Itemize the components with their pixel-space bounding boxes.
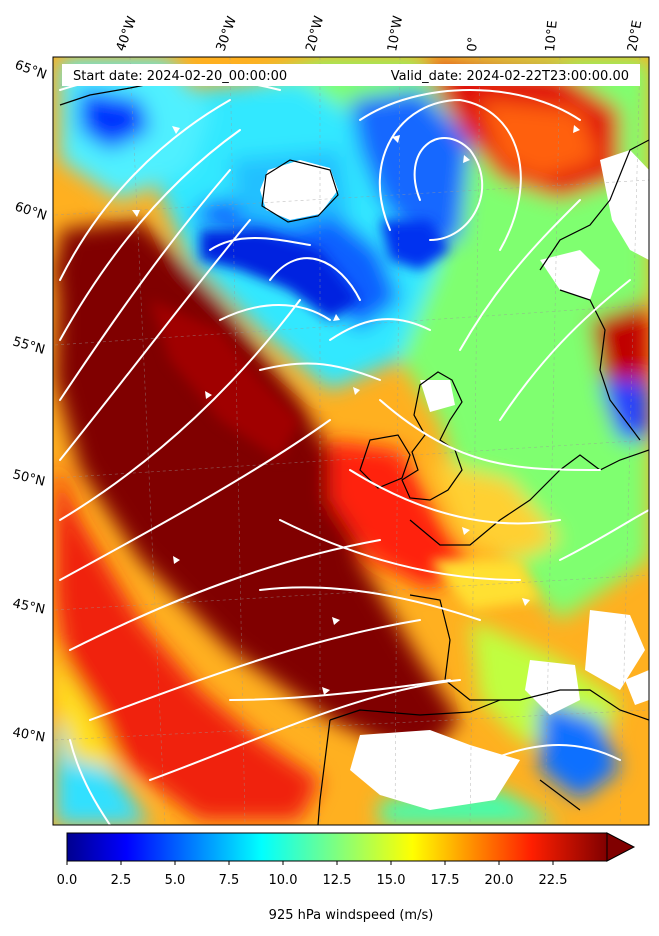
streamline (59, 419, 331, 581)
streamline (69, 739, 111, 825)
masked-regions (260, 150, 649, 810)
colorbar-tick-label: 22.5 (539, 873, 568, 888)
streamline (269, 257, 361, 301)
iberia-west-coast (317, 719, 331, 825)
streamline-arrow (332, 617, 340, 625)
streamline (359, 89, 581, 121)
lon-label-0: 0° (465, 36, 481, 52)
streamline (69, 539, 381, 651)
lon-label-10e: 10°E (543, 20, 561, 52)
iceland-coast (261, 159, 339, 223)
lat-label-45n: 45°N (11, 596, 46, 617)
streamline-cyclone (413, 137, 484, 241)
streamline (219, 304, 331, 321)
iberia-north-coast (329, 699, 501, 721)
streamline-arrow (172, 126, 180, 134)
iceland-mask (260, 160, 338, 220)
norway-coast (539, 139, 649, 271)
norway-mask (540, 250, 600, 300)
ireland-coast (359, 434, 411, 489)
massif-mask (525, 660, 580, 715)
lat-label-55n: 55°N (11, 334, 47, 357)
start-date-label: Start date: 2024-02-20_00:00:00 (73, 69, 287, 84)
lon-label-30w: 30°W (214, 14, 240, 53)
balkans-mask (625, 670, 649, 705)
colorbar-tick-label: 20.0 (485, 873, 514, 888)
streamline-arrow (522, 598, 530, 606)
streamline (149, 679, 461, 781)
streamline (59, 169, 231, 401)
colorbar-tick-label: 17.5 (431, 873, 460, 888)
streamline-arrow (463, 155, 470, 163)
streamline-arrow (573, 125, 580, 133)
streamline-cyclone (378, 98, 522, 251)
streamline (489, 744, 621, 761)
latitude-labels: 65°N 60°N 55°N 50°N 45°N 40°N (11, 58, 49, 746)
map-frame (52, 56, 650, 826)
streamline (379, 399, 601, 471)
windspeed-map (53, 57, 649, 825)
streamline-arrow (132, 210, 140, 217)
britain-coast (401, 371, 463, 501)
streamline (59, 99, 231, 281)
streamline (59, 299, 301, 521)
streamline-arrow (173, 556, 180, 564)
streamlines (59, 74, 649, 825)
streamline (279, 519, 521, 581)
med-coast (539, 779, 581, 811)
streamline (209, 237, 311, 251)
streamline-arrow (353, 387, 360, 395)
streamline (89, 619, 421, 721)
streamline-arrow (392, 135, 400, 143)
streamline-arrow (462, 527, 470, 535)
streamline-arrow (322, 687, 330, 695)
colorbar-tick-label: 2.5 (111, 873, 132, 888)
longitude-labels: 40°W 30°W 20°W 10°W 0° 10°E 20°E (114, 14, 646, 53)
streamline-arrow (205, 391, 212, 399)
colorbar-tick-label: 12.5 (323, 873, 352, 888)
streamline (259, 362, 381, 381)
valid-date-label: Valid_date: 2024-02-22T23:00:00.00 (391, 69, 629, 84)
colorbar: 0.0 2.5 5.0 7.5 10.0 12.5 15.0 17.5 20.0 22.5 925… (57, 832, 636, 923)
streamline (259, 586, 481, 621)
iberia-mask (350, 730, 520, 810)
lon-label-20w: 20°W (303, 14, 327, 53)
scotland-mask (420, 380, 455, 412)
streamline (329, 318, 431, 341)
colorbar-extend-arrow (606, 832, 636, 862)
colorbar-tick-label: 10.0 (269, 873, 298, 888)
lat-label-60n: 60°N (13, 200, 49, 224)
streamline-arrows (132, 125, 580, 695)
colorbar-tick-label: 0.0 (57, 873, 78, 888)
colorbar-gradient (67, 833, 607, 861)
streamline-arrow (333, 314, 340, 321)
lon-label-20e: 20°E (625, 19, 645, 52)
streamline (59, 129, 241, 341)
streamline (349, 469, 561, 525)
colorbar-label: 925 hPa windspeed (m/s) (269, 908, 434, 923)
lon-label-40w: 40°W (114, 14, 140, 53)
lat-label-40n: 40°N (11, 725, 46, 745)
colorbar-ticks: 0.0 2.5 5.0 7.5 10.0 12.5 15.0 17.5 20.0 22.5 (57, 861, 568, 888)
streamline (59, 219, 251, 461)
streamline (229, 679, 451, 701)
colorbar-tick-label: 7.5 (219, 873, 240, 888)
coastlines (59, 79, 649, 825)
streamline (499, 279, 631, 421)
streamline (459, 199, 581, 351)
alps-mask (585, 610, 645, 690)
colorbar-tick-label: 5.0 (165, 873, 186, 888)
lat-label-65n: 65°N (13, 58, 49, 83)
lat-label-50n: 50°N (11, 467, 46, 489)
france-coast (409, 594, 649, 721)
channel-coast (409, 449, 649, 546)
lon-label-10w: 10°W (385, 15, 406, 53)
colorbar-tick-label: 15.0 (377, 873, 406, 888)
header-band (62, 64, 640, 86)
sweden-coast (559, 289, 641, 441)
streamline (559, 509, 649, 561)
